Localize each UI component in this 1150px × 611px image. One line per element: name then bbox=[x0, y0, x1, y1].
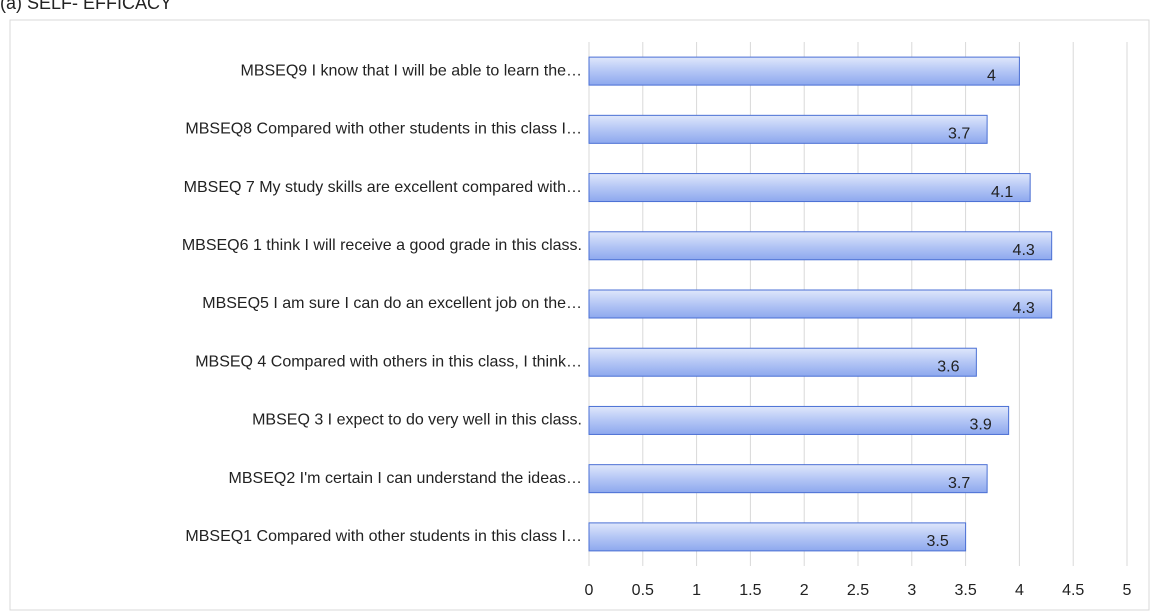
data-label: 3.9 bbox=[970, 417, 992, 434]
bar bbox=[588, 347, 977, 377]
x-tick-label: 1.5 bbox=[739, 582, 761, 599]
x-tick-label: 1 bbox=[692, 582, 701, 599]
chart-border bbox=[9, 19, 1150, 611]
y-tick-label: MBSEQ 3 I expect to do very well in this… bbox=[252, 412, 582, 429]
x-tick-label: 2.5 bbox=[847, 582, 869, 599]
x-tick-label: 4.5 bbox=[1062, 582, 1084, 599]
bar bbox=[588, 522, 967, 552]
bar bbox=[588, 114, 988, 144]
bar bbox=[588, 231, 1053, 261]
data-label: 3.7 bbox=[948, 475, 970, 492]
data-label: 4.1 bbox=[991, 184, 1013, 201]
x-tick-label: 2 bbox=[800, 582, 809, 599]
y-tick-label: MBSEQ 4 Compared with others in this cla… bbox=[195, 353, 582, 370]
data-label: 3.5 bbox=[926, 533, 948, 550]
x-tick-label: 3.5 bbox=[954, 582, 976, 599]
x-tick-label: 5 bbox=[1123, 582, 1132, 599]
x-tick-label: 4 bbox=[1015, 582, 1024, 599]
y-tick-label: MBSEQ5 I am sure I can do an excellent j… bbox=[202, 295, 582, 312]
data-label: 3.7 bbox=[948, 126, 970, 143]
y-tick-label: MBSEQ6 1 think I will receive a good gra… bbox=[182, 237, 582, 254]
y-tick-label: MBSEQ 7 My study skills are excellent co… bbox=[184, 179, 582, 196]
bar bbox=[588, 173, 1031, 203]
data-label: 4 bbox=[987, 67, 996, 84]
data-label: 3.6 bbox=[937, 358, 959, 375]
y-tick-label: MBSEQ1 Compared with other students in t… bbox=[185, 528, 582, 545]
bar bbox=[588, 464, 988, 494]
y-tick-label: MBSEQ2 I'm certain I can understand the … bbox=[229, 470, 582, 487]
x-tick-label: 3 bbox=[907, 582, 916, 599]
data-label: 4.3 bbox=[1013, 300, 1035, 317]
x-tick-label: 0 bbox=[585, 582, 594, 599]
data-label: 4.3 bbox=[1013, 242, 1035, 259]
chart-title: (a) SELF- EFFICACY bbox=[0, 0, 172, 13]
y-tick-label: MBSEQ9 I know that I will be able to lea… bbox=[241, 62, 583, 79]
y-tick-label: MBSEQ8 Compared with other students in t… bbox=[185, 121, 582, 138]
bar bbox=[588, 56, 1020, 86]
bar bbox=[588, 289, 1053, 319]
bar bbox=[588, 405, 1010, 435]
x-tick-label: 0.5 bbox=[632, 582, 654, 599]
